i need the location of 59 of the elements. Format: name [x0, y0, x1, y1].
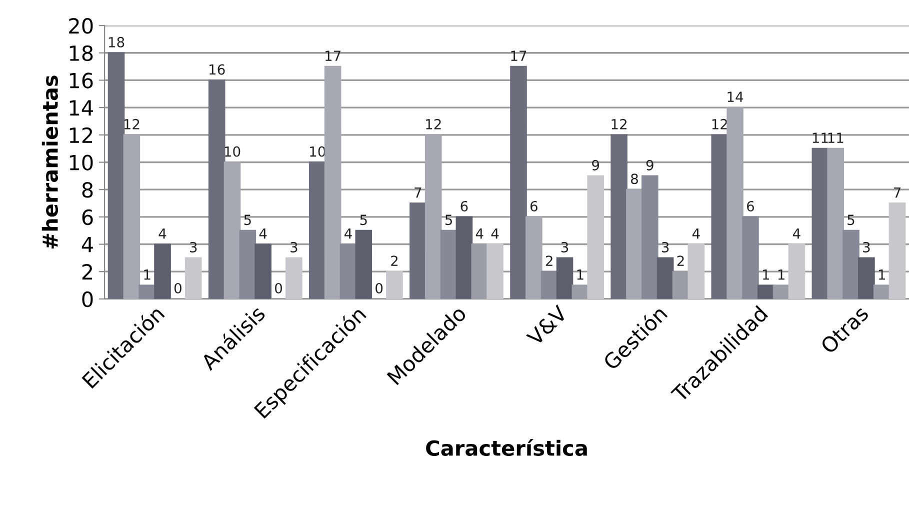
- data-label: 11: [812, 132, 828, 143]
- data-label: 7: [414, 187, 422, 198]
- y-tick-label: 2: [82, 264, 92, 280]
- y-tick-label: 16: [70, 72, 93, 88]
- data-label: 9: [646, 160, 654, 170]
- data-label: 4: [792, 228, 800, 239]
- data-label: 8: [631, 174, 638, 184]
- y-tick-label: 14: [70, 100, 93, 116]
- data-label: 0: [174, 282, 182, 294]
- y-tick-label: 10: [70, 154, 93, 170]
- data-label: 1: [878, 269, 885, 280]
- data-label: 6: [530, 200, 538, 212]
- data-label: 2: [677, 256, 684, 266]
- y-tick-label: 18: [70, 45, 93, 62]
- data-label: 1: [778, 269, 784, 280]
- data-label: 10: [224, 146, 240, 157]
- data-label: 0: [376, 282, 383, 294]
- data-label: 5: [360, 214, 367, 226]
- data-label: 0: [275, 282, 282, 294]
- data-label: 4: [491, 228, 499, 239]
- data-label: 5: [848, 214, 854, 226]
- data-label: 4: [158, 228, 166, 239]
- data-label: 2: [546, 256, 552, 266]
- data-label: 12: [426, 118, 441, 130]
- data-label: 4: [259, 228, 267, 239]
- data-label: 1: [762, 269, 770, 280]
- data-label: 6: [460, 200, 468, 212]
- data-label: 16: [210, 64, 225, 75]
- y-tick-label: 6: [82, 209, 93, 226]
- data-label: 5: [445, 214, 452, 226]
- y-tick-label: 12: [70, 127, 92, 143]
- y-tick-label: 4: [82, 236, 93, 252]
- data-label: 7: [894, 187, 900, 198]
- data-label: 17: [511, 50, 526, 61]
- data-label: 3: [863, 242, 870, 252]
- data-label: 11: [828, 132, 844, 143]
- data-label: 18: [108, 36, 124, 48]
- data-label: 14: [728, 92, 744, 102]
- data-label: 4: [344, 228, 352, 239]
- data-label: 9: [592, 160, 600, 170]
- data-label: 1: [577, 269, 584, 280]
- data-label: 5: [244, 214, 251, 226]
- data-label: 3: [190, 242, 197, 252]
- data-label: 12: [612, 118, 627, 130]
- y-axis-title: #herramientas: [42, 76, 58, 248]
- data-label: 4: [476, 228, 484, 239]
- data-label: 3: [662, 242, 669, 252]
- data-label: 1: [144, 269, 150, 280]
- data-label: 3: [561, 242, 568, 252]
- x-axis-title: Característica: [426, 439, 587, 456]
- data-label: 3: [290, 242, 298, 252]
- data-label: 17: [325, 50, 340, 61]
- data-label: 2: [391, 256, 398, 266]
- data-label: 12: [712, 118, 728, 130]
- y-tick-label: 20: [69, 18, 93, 34]
- y-tick-label: 8: [82, 182, 93, 198]
- y-tick-label: 0: [82, 291, 93, 308]
- data-label: 4: [692, 228, 700, 239]
- data-label: 6: [747, 200, 754, 212]
